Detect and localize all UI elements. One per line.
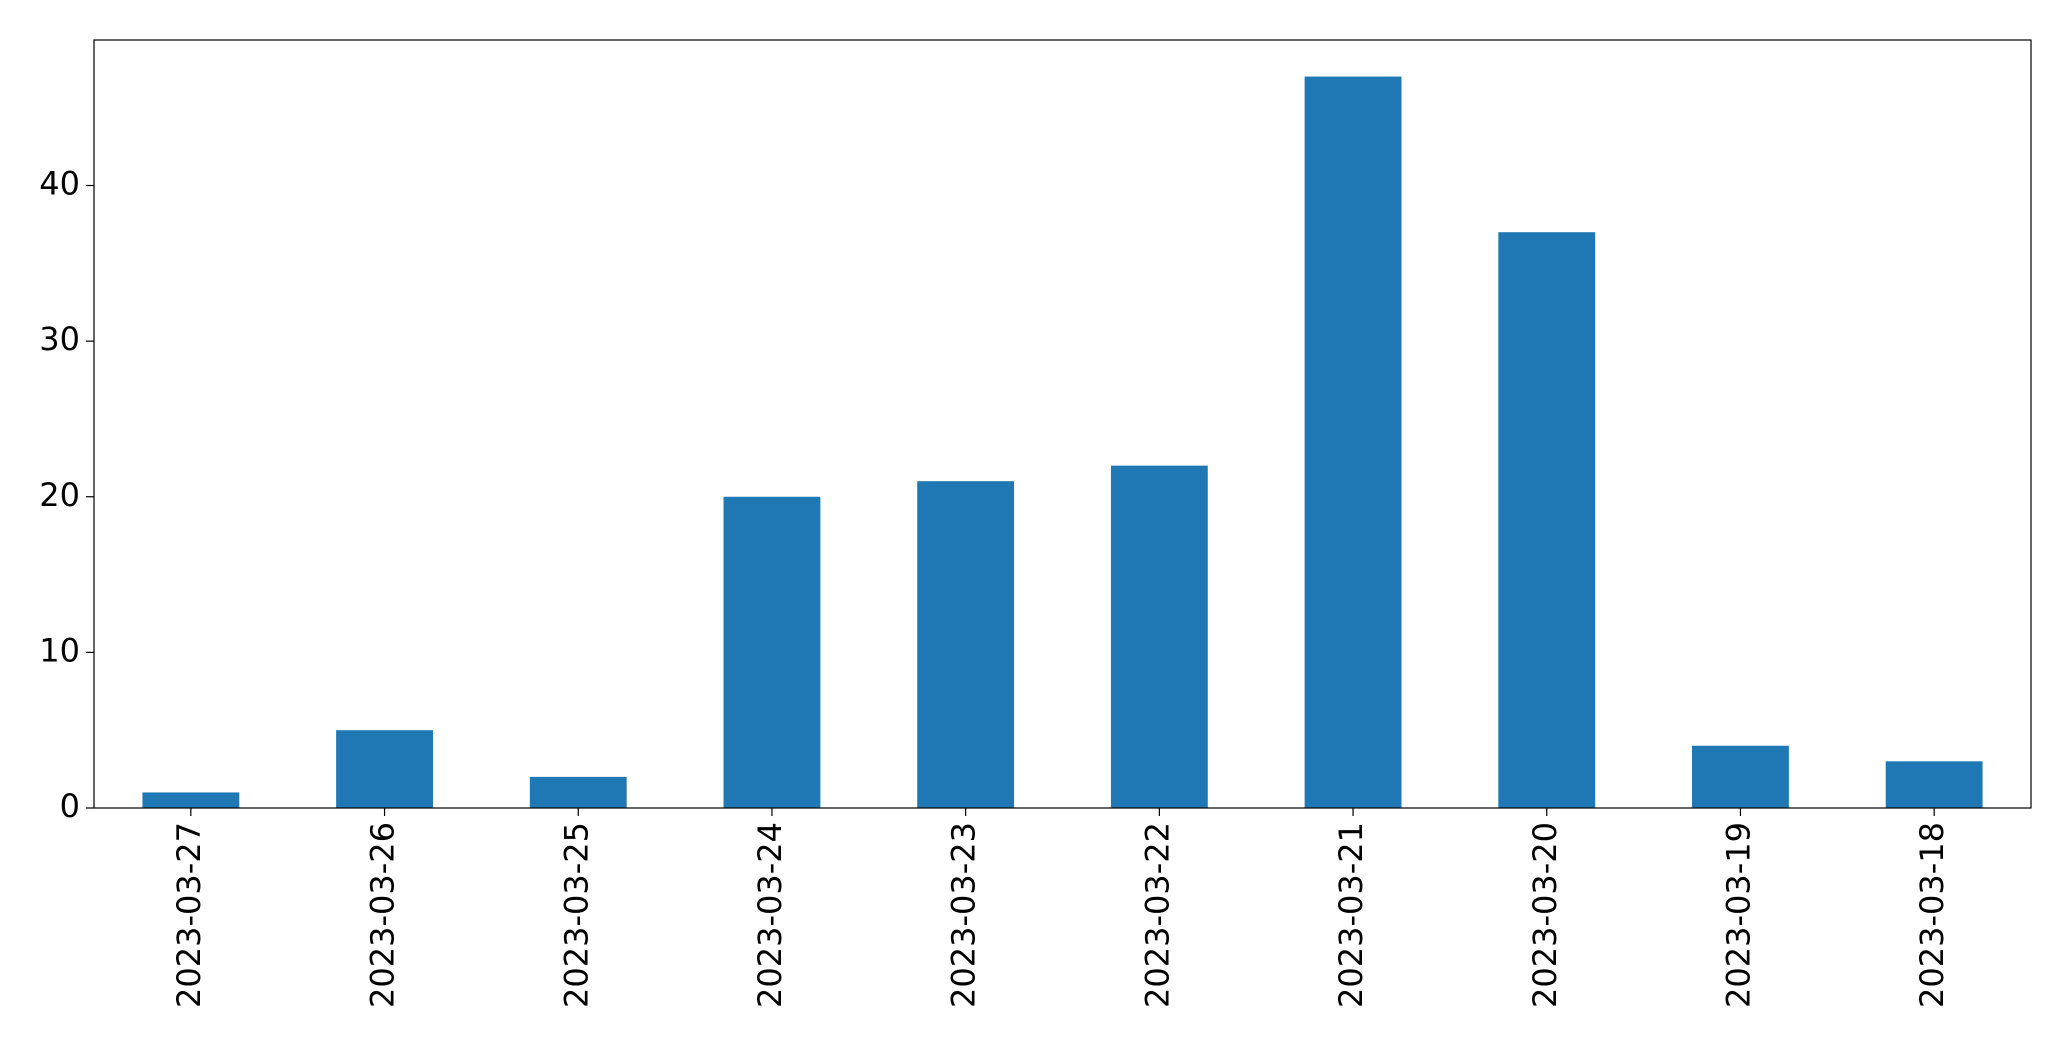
x-tick-label: 2023-03-21 [1332,822,1370,1008]
bar [1692,745,1789,808]
bar [1110,465,1208,808]
x-tick-label: 2023-03-25 [557,822,595,1008]
bar [1498,232,1596,809]
x-tick-label: 2023-03-18 [1913,822,1951,1008]
x-tick-label: 2023-03-24 [751,822,789,1008]
x-tick-label: 2023-03-26 [364,822,402,1008]
x-tick-label: 2023-03-19 [1719,822,1757,1008]
x-tick-label: 2023-03-22 [1138,822,1176,1008]
y-tick-label: 30 [39,320,80,358]
bar [917,481,1015,808]
bar [142,792,240,808]
x-tick-label: 2023-03-27 [170,822,208,1008]
y-tick-label: 10 [39,631,80,669]
bar [529,776,627,808]
x-tick-label: 2023-03-23 [945,822,983,1008]
y-tick-label: 0 [60,787,80,825]
bar [723,496,821,808]
bar [1304,76,1402,809]
y-tick-label: 20 [39,476,80,514]
plot-frame [93,39,2032,809]
bar [1885,761,1983,808]
bar [336,730,433,808]
x-tick-label: 2023-03-20 [1526,822,1564,1008]
y-tick-label: 40 [39,165,80,203]
